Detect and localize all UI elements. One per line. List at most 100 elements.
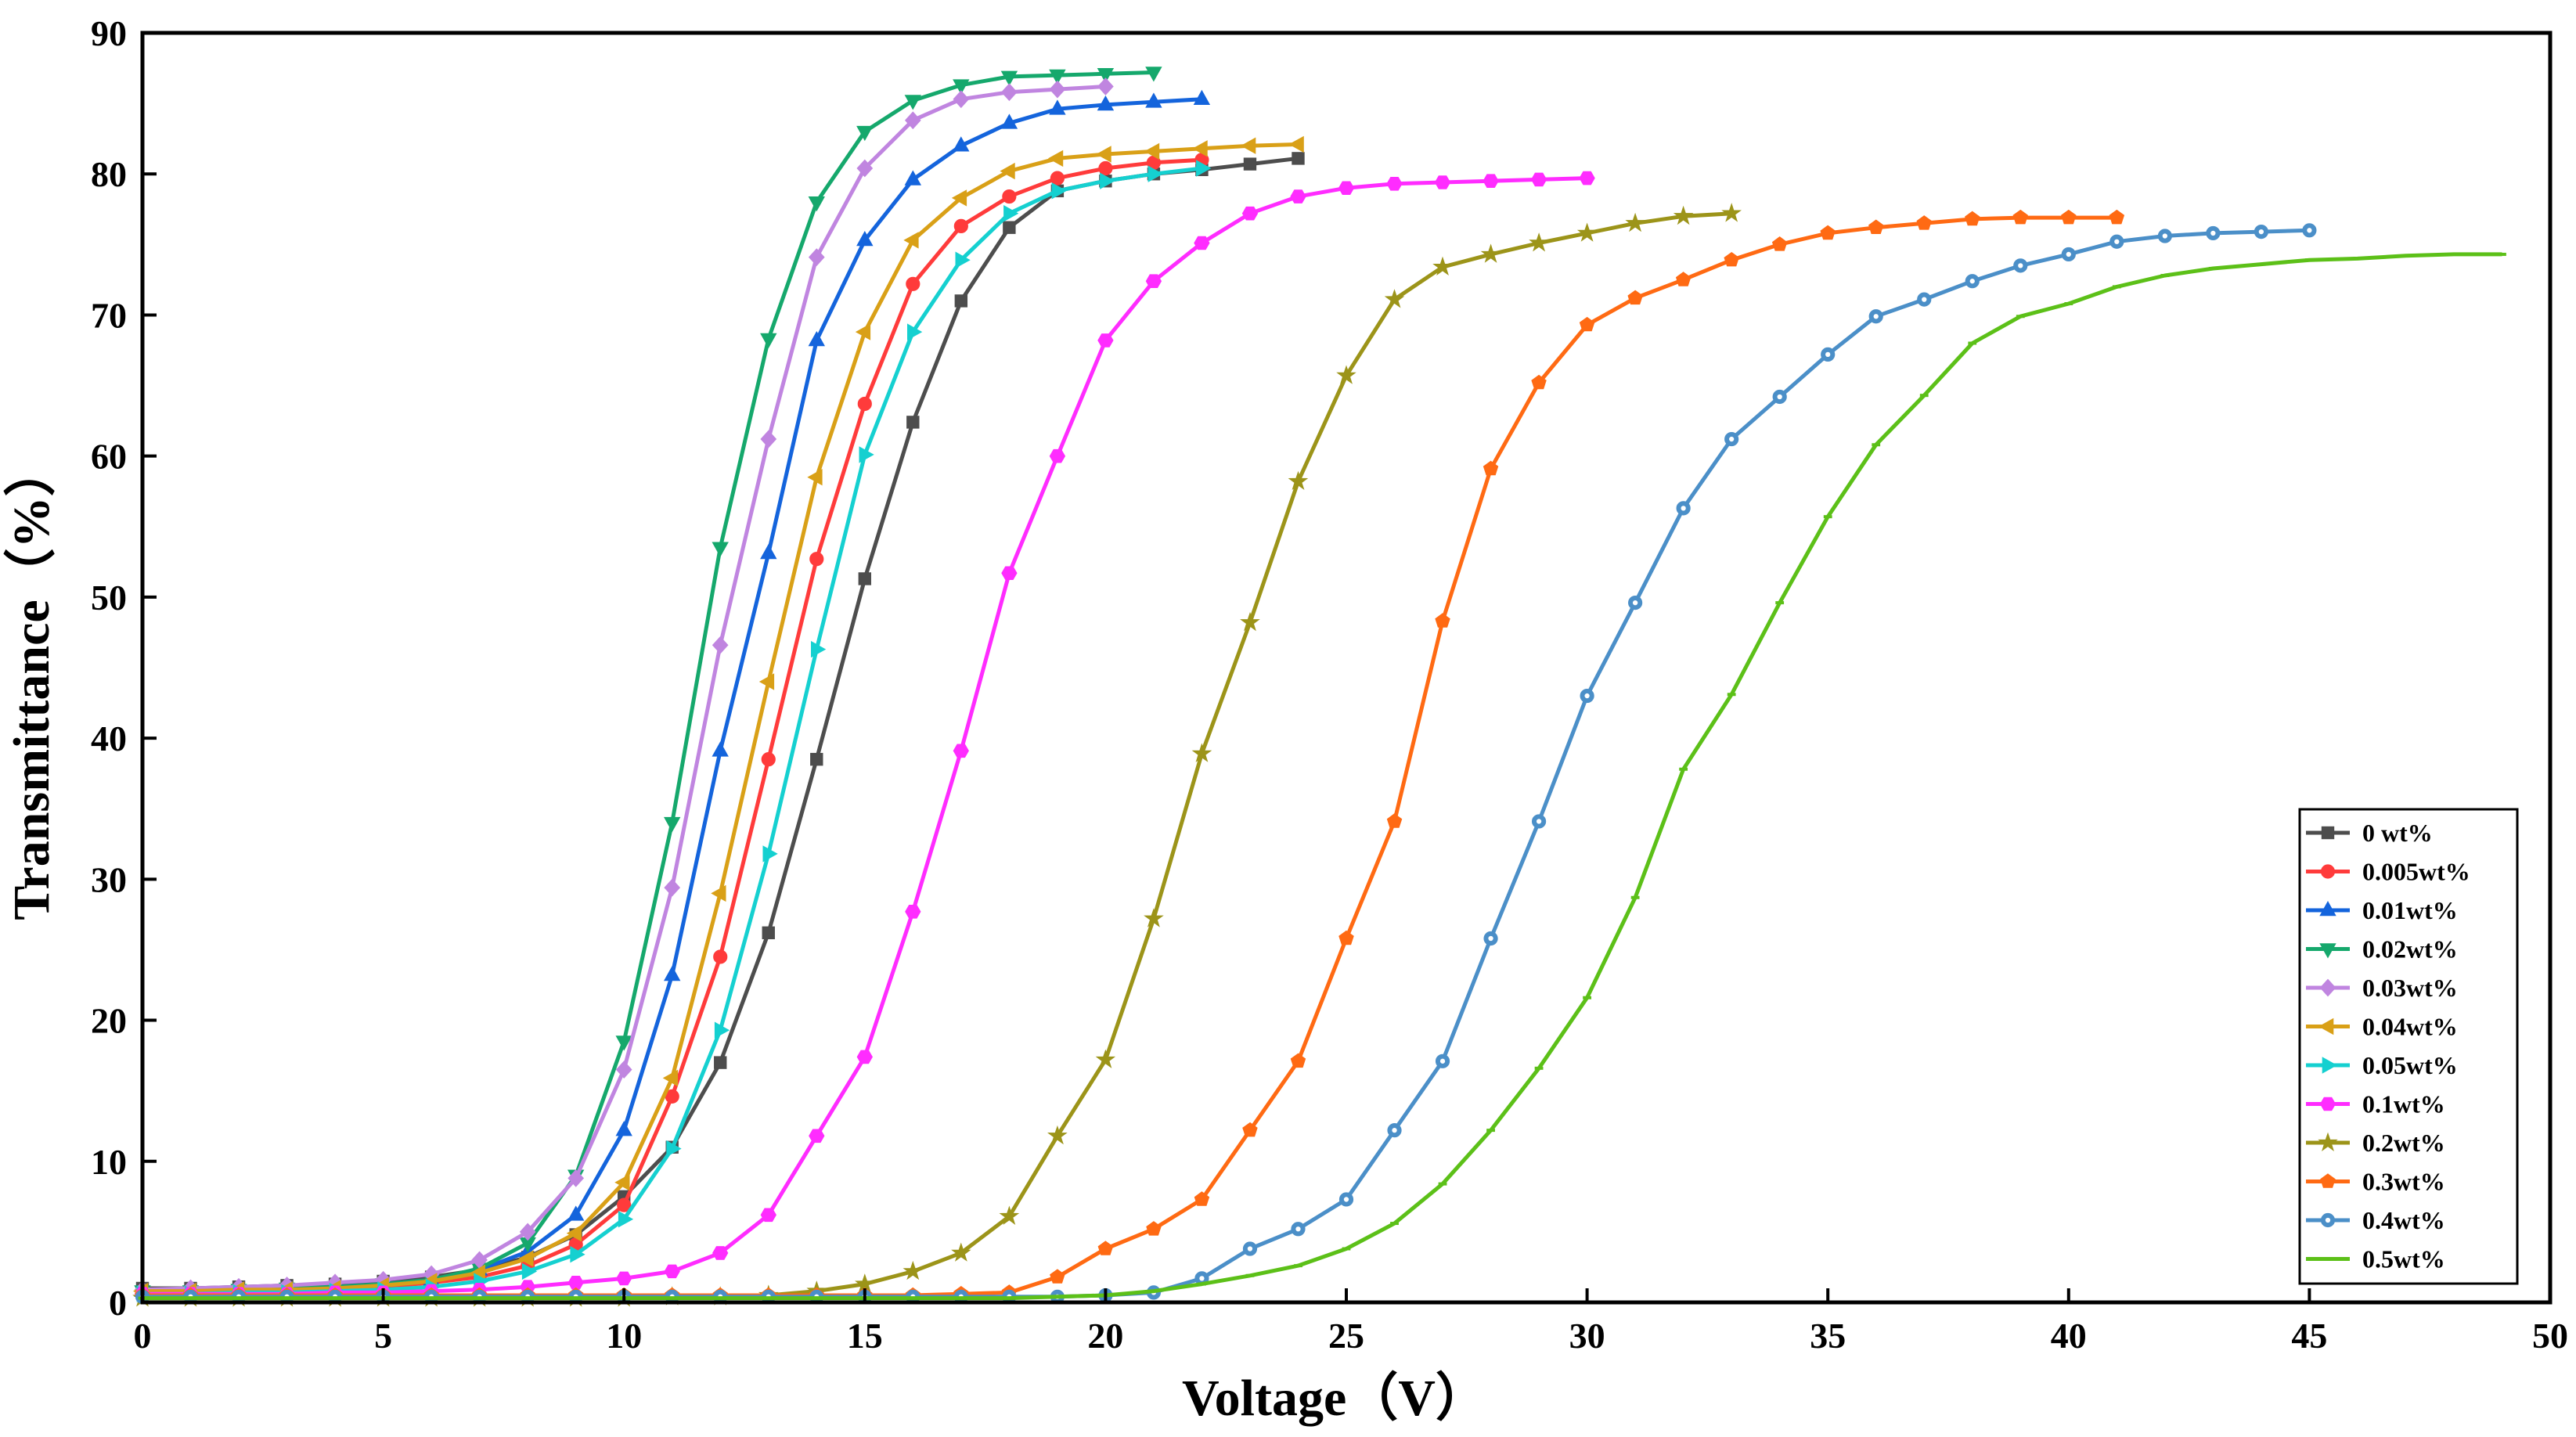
- series-line: [142, 211, 1732, 1301]
- data-point: [1095, 1049, 1116, 1068]
- data-point: [1147, 165, 1163, 182]
- legend-label: 0.2wt%: [2362, 1129, 2445, 1157]
- data-point: [1096, 146, 1111, 163]
- x-axis-title: Voltage（V）: [1182, 1369, 1487, 1427]
- data-point: [1000, 113, 1018, 129]
- data-point: [1145, 92, 1162, 108]
- data-point: [1196, 160, 1212, 177]
- axes: 0 5 10 15 20 25 30 35 40 45 50 0 10 20 30 40 50 60 70 80 90: [91, 13, 2568, 1356]
- data-point: [1049, 69, 1066, 85]
- data-point: [1146, 1221, 1162, 1236]
- legend-marker: [2319, 943, 2336, 959]
- data-point: [1097, 68, 1115, 84]
- series-0.1wt: [134, 171, 1595, 1301]
- data-point: [951, 189, 967, 207]
- data-point: [906, 416, 920, 429]
- data-point: [904, 111, 921, 130]
- data-point-center: [1729, 436, 1735, 442]
- data-point: [903, 1260, 924, 1280]
- series-line: [142, 97, 1202, 1294]
- data-point: [1771, 236, 1788, 251]
- data-point-center: [1247, 1246, 1253, 1252]
- data-point: [811, 640, 827, 658]
- legend-item: 0.02wt%: [2306, 935, 2458, 963]
- series-0.005wt: [135, 153, 1209, 1298]
- data-point: [1098, 160, 1113, 176]
- x-tick-label: 50: [2532, 1316, 2568, 1356]
- x-tick-label: 10: [606, 1316, 642, 1356]
- data-point: [809, 552, 824, 567]
- data-point: [859, 446, 874, 463]
- data-point: [664, 816, 681, 833]
- data-point: [953, 136, 970, 152]
- data-point: [1241, 137, 1256, 154]
- data-point: [1097, 95, 1115, 111]
- data-point: [1529, 232, 1549, 252]
- data-point: [809, 1129, 825, 1143]
- data-point: [1051, 182, 1067, 200]
- legend-marker: [2321, 826, 2335, 840]
- data-point-center: [2162, 233, 2167, 239]
- data-point: [662, 1069, 678, 1087]
- data-point: [1675, 272, 1692, 286]
- data-point-center: [1536, 819, 1542, 824]
- data-point: [714, 1021, 730, 1039]
- data-point-center: [1295, 1226, 1301, 1232]
- data-point: [570, 1246, 585, 1263]
- data-point: [1386, 813, 1403, 828]
- legend-marker: [2319, 978, 2336, 997]
- data-point: [1145, 274, 1162, 288]
- data-point: [760, 430, 777, 448]
- y-tick-label: 70: [91, 295, 127, 335]
- data-point: [1386, 177, 1403, 191]
- data-point: [1724, 251, 1739, 267]
- data-point: [664, 965, 681, 981]
- legend-item: 0.4wt%: [2306, 1206, 2445, 1234]
- data-point: [808, 248, 825, 266]
- data-point: [953, 90, 970, 109]
- data-point-center: [2307, 228, 2312, 233]
- data-point: [1384, 289, 1405, 308]
- legend-item: 0.05wt%: [2306, 1051, 2458, 1079]
- data-point: [1097, 1241, 1114, 1255]
- y-tick-label: 30: [91, 859, 127, 899]
- data-point: [1047, 149, 1064, 167]
- data-point: [1627, 290, 1643, 305]
- data-point-center: [1922, 297, 1927, 302]
- x-tick-label: 0: [134, 1316, 152, 1356]
- y-tick-label: 0: [109, 1283, 127, 1323]
- data-point: [1965, 211, 1980, 226]
- series-0.4wt: [135, 223, 2317, 1304]
- data-point: [1868, 219, 1884, 234]
- data-point: [758, 673, 775, 690]
- data-point: [1000, 70, 1018, 86]
- x-tick-label: 30: [1569, 1316, 1605, 1356]
- data-point: [616, 1271, 632, 1286]
- data-point: [999, 1205, 1020, 1225]
- series-line: [142, 157, 1202, 1294]
- data-point: [857, 396, 872, 412]
- data-point: [1002, 189, 1017, 204]
- data-point: [1292, 152, 1305, 165]
- data-point-center: [2066, 251, 2071, 258]
- data-point: [905, 905, 921, 919]
- data-point: [1432, 256, 1453, 276]
- legend-marker: [2322, 1057, 2337, 1074]
- y-tick-label: 40: [91, 718, 127, 758]
- data-point: [2012, 209, 2028, 225]
- legend: 0 wt% 0.005wt% 0.01wt% 0.02wt% 0.03wt% 0.04wt…: [2298, 808, 2519, 1285]
- data-point: [1100, 172, 1115, 189]
- legend-item: 0.1wt%: [2306, 1090, 2445, 1118]
- legend-item: 0.3wt%: [2306, 1168, 2445, 1196]
- data-point-center: [1825, 351, 1831, 358]
- data-point: [1144, 908, 1164, 927]
- data-point: [855, 323, 871, 340]
- data-point: [1049, 99, 1066, 115]
- data-point: [664, 1264, 680, 1279]
- series-0.2wt: [132, 203, 1742, 1307]
- data-point: [1049, 80, 1066, 99]
- data-point: [666, 1140, 682, 1158]
- legend-label: 0.03wt%: [2362, 974, 2458, 1002]
- series-0.02wt: [134, 67, 1162, 1301]
- data-point: [1480, 243, 1501, 263]
